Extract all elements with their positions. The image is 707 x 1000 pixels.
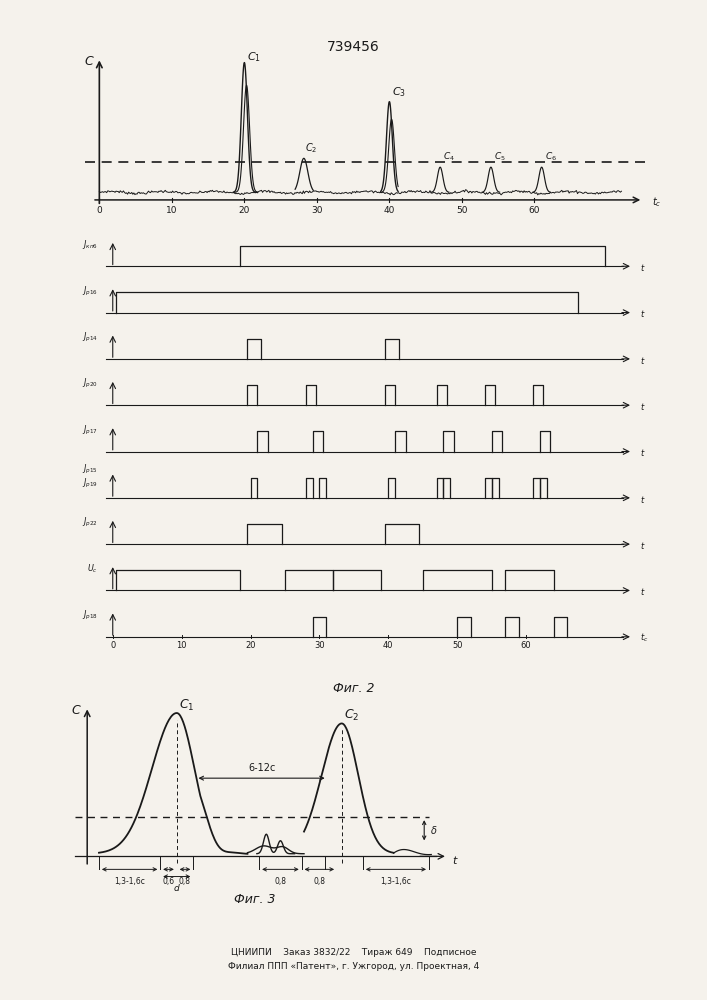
Text: $t$: $t$ bbox=[640, 494, 645, 505]
Text: $C_4$: $C_4$ bbox=[443, 151, 455, 163]
Text: 739456: 739456 bbox=[327, 40, 380, 54]
Text: $J_{кп6}$: $J_{кп6}$ bbox=[82, 238, 98, 251]
Text: $t$: $t$ bbox=[640, 586, 645, 597]
Text: $C_2$: $C_2$ bbox=[344, 708, 359, 723]
Text: 1,3-1,6c: 1,3-1,6c bbox=[380, 877, 411, 886]
Text: ЦНИИПИ    Заказ 3832/22    Тираж 649    Подписное: ЦНИИПИ Заказ 3832/22 Тираж 649 Подписное bbox=[230, 948, 477, 957]
Text: 40: 40 bbox=[384, 206, 395, 215]
Text: $d$: $d$ bbox=[173, 882, 180, 893]
Text: 30: 30 bbox=[311, 206, 322, 215]
Text: Фиг. 2: Фиг. 2 bbox=[333, 682, 374, 695]
Text: $t$: $t$ bbox=[640, 401, 645, 412]
Text: 10: 10 bbox=[166, 206, 177, 215]
Text: Фиг. 3: Фиг. 3 bbox=[234, 893, 275, 906]
Text: 10: 10 bbox=[176, 641, 187, 650]
Text: $U_c$: $U_c$ bbox=[87, 563, 98, 575]
Text: $t$: $t$ bbox=[640, 447, 645, 458]
Text: $t$: $t$ bbox=[640, 540, 645, 551]
Text: 60: 60 bbox=[529, 206, 540, 215]
Text: $J_{р14}$: $J_{р14}$ bbox=[81, 331, 98, 344]
Text: $C_5$: $C_5$ bbox=[493, 151, 506, 163]
Text: 0,8: 0,8 bbox=[274, 877, 286, 886]
Text: $J_{р16}$: $J_{р16}$ bbox=[81, 285, 98, 298]
Text: 0: 0 bbox=[96, 206, 103, 215]
Text: 50: 50 bbox=[456, 206, 467, 215]
Text: $t$: $t$ bbox=[640, 262, 645, 273]
Text: 1,3-1,6c: 1,3-1,6c bbox=[114, 877, 145, 886]
Text: $t_c$: $t_c$ bbox=[640, 632, 648, 644]
Text: $J_{р22}$: $J_{р22}$ bbox=[82, 516, 98, 529]
Text: 6-12c: 6-12c bbox=[248, 763, 275, 773]
Text: 0: 0 bbox=[110, 641, 115, 650]
Text: $t$: $t$ bbox=[640, 308, 645, 319]
Text: 20: 20 bbox=[239, 206, 250, 215]
Text: $t$: $t$ bbox=[640, 355, 645, 366]
Text: 60: 60 bbox=[521, 641, 532, 650]
Text: 0,6: 0,6 bbox=[163, 877, 175, 886]
Text: 0,8: 0,8 bbox=[313, 877, 325, 886]
Text: Филиал ППП «Патент», г. Ужгород, ул. Проектная, 4: Филиал ППП «Патент», г. Ужгород, ул. Про… bbox=[228, 962, 479, 971]
Text: $C_6$: $C_6$ bbox=[544, 151, 556, 163]
Text: $J_{р20}$: $J_{р20}$ bbox=[81, 377, 98, 390]
Text: $J_{р17}$: $J_{р17}$ bbox=[82, 424, 98, 437]
Text: 40: 40 bbox=[383, 641, 394, 650]
Text: $C_1$: $C_1$ bbox=[179, 698, 194, 713]
Text: C: C bbox=[71, 704, 80, 717]
Text: 20: 20 bbox=[245, 641, 256, 650]
Text: C: C bbox=[84, 55, 93, 68]
Text: $\delta$: $\delta$ bbox=[430, 824, 438, 836]
Text: 0,8: 0,8 bbox=[179, 877, 191, 886]
Text: $J_{р18}$: $J_{р18}$ bbox=[81, 609, 98, 622]
Text: $J_{р15}$
$J_{р19}$: $J_{р15}$ $J_{р19}$ bbox=[81, 462, 98, 490]
Text: $t_c$: $t_c$ bbox=[652, 196, 661, 209]
Text: $t$: $t$ bbox=[452, 854, 459, 866]
Text: 30: 30 bbox=[314, 641, 325, 650]
Text: 50: 50 bbox=[452, 641, 462, 650]
Text: $C_1$: $C_1$ bbox=[247, 50, 261, 64]
Text: $C_3$: $C_3$ bbox=[392, 85, 406, 99]
Text: $C_2$: $C_2$ bbox=[305, 141, 317, 155]
